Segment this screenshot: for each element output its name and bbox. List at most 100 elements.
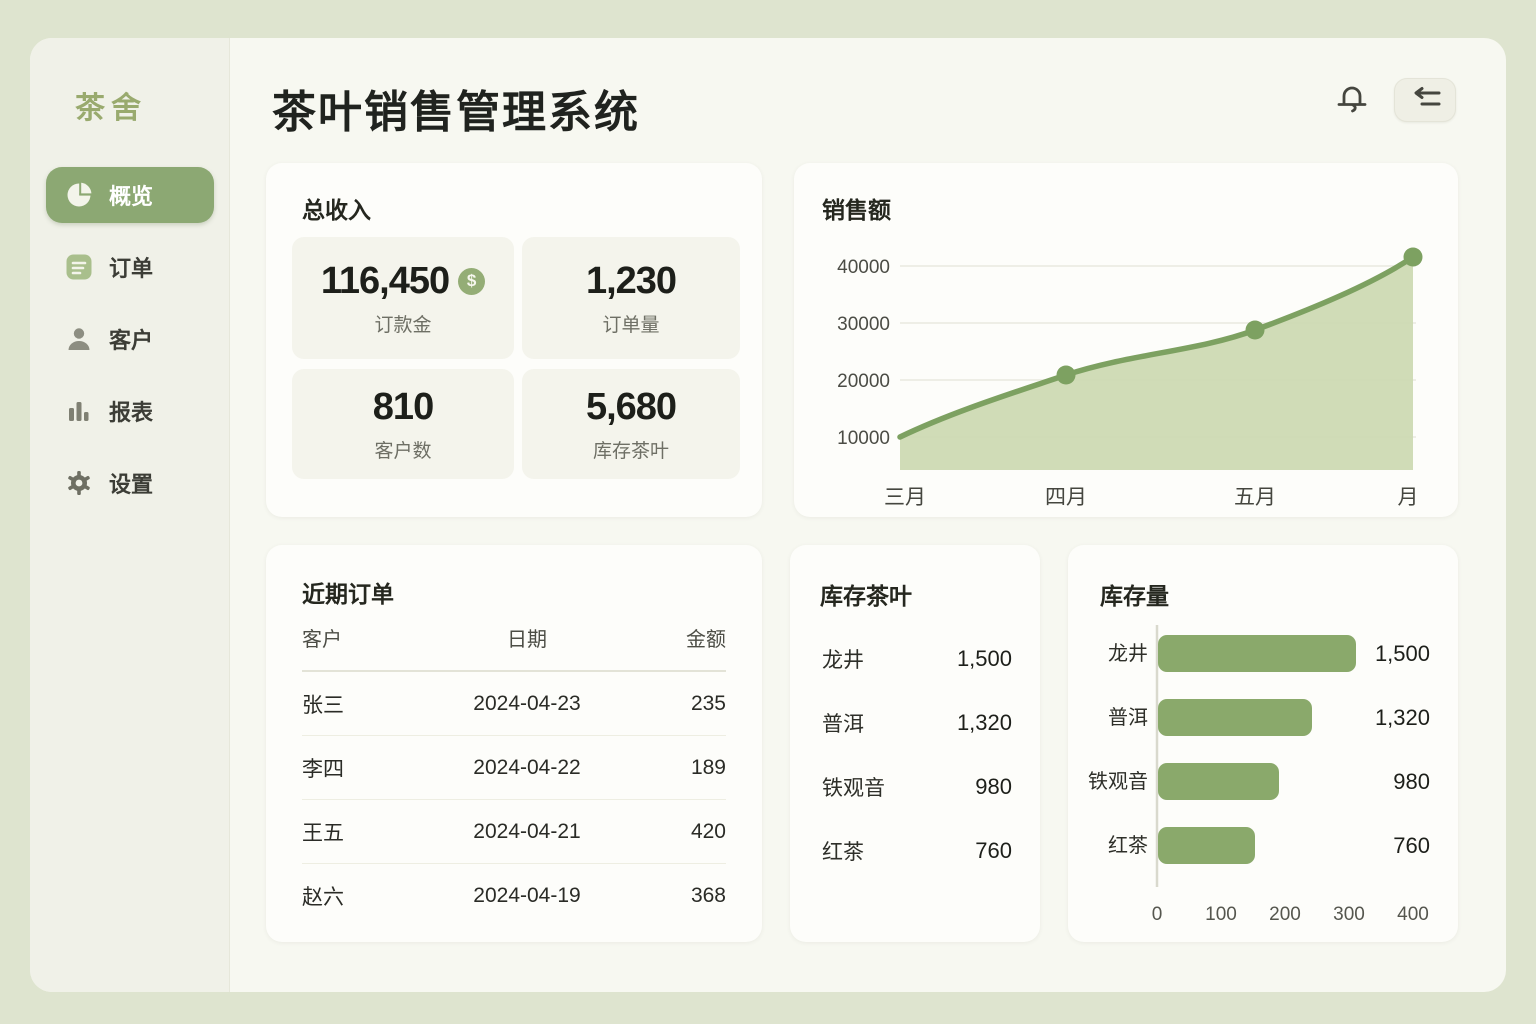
list-item: 红茶 760 — [790, 819, 1040, 883]
cell-date: 2024-04-21 — [473, 819, 581, 843]
x-tick: 0 — [1152, 904, 1163, 925]
tea-stock-value: 760 — [975, 838, 1012, 863]
stat-tile-revenue: 116,450 $ 订款金 — [292, 237, 514, 359]
tea-name: 红茶 — [822, 841, 864, 864]
cell-customer: 李四 — [302, 757, 344, 781]
col-amount: 金额 — [686, 629, 726, 651]
inventory-list: 龙井 1,500 普洱 1,320 铁观音 980 红茶 760 — [790, 627, 1040, 883]
cell-amount: 420 — [690, 819, 726, 843]
filter-lines-icon — [1405, 82, 1445, 119]
sidebar-item-overview[interactable]: 概览 — [46, 167, 214, 223]
cell-customer: 赵六 — [302, 886, 344, 909]
stat-number: 1,230 — [585, 259, 677, 302]
x-tick: 四月 — [1045, 486, 1087, 509]
col-customer: 客户 — [302, 629, 342, 651]
bar-label: 普洱 — [1108, 706, 1148, 729]
bar-value: 1,500 — [1375, 641, 1430, 666]
x-tick: 五月 — [1234, 486, 1276, 509]
list-item: 铁观音 980 — [790, 755, 1040, 819]
stat-value: 810 — [372, 385, 434, 429]
table-row: 张三 2024-04-23 235 — [302, 672, 726, 736]
cell-amount: 235 — [690, 691, 726, 715]
tea-stock-value: 1,500 — [956, 646, 1012, 671]
stock-chart-card: 库存量 龙井 普洱 铁观音 红茶 1,500 1,320 980 760 0 1… — [1068, 545, 1458, 942]
tea-name: 龙井 — [822, 649, 864, 672]
sidebar-item-orders[interactable]: 订单 — [46, 239, 214, 295]
x-tick: 月 — [1398, 486, 1419, 509]
bar-longjing — [1158, 635, 1356, 672]
bar-value: 980 — [1393, 769, 1430, 794]
cell-customer: 张三 — [302, 693, 344, 717]
stat-value: 5,680 — [586, 386, 677, 429]
cell-date: 2024-04-22 — [473, 755, 581, 779]
bar-tieguanyin — [1158, 763, 1279, 800]
person-icon — [64, 324, 94, 354]
sidebar-item-settings[interactable]: 设置 — [46, 455, 214, 511]
col-date: 日期 — [507, 629, 547, 651]
x-tick: 400 — [1397, 904, 1429, 925]
sidebar-item-label: 概览 — [109, 184, 154, 209]
tea-name: 普洱 — [822, 713, 864, 736]
table-row: 王五 2024-04-21 420 — [302, 800, 726, 864]
revenue-stats: 116,450 $ 订款金 1,230 订单量 810 客户数 5,680 — [292, 237, 740, 479]
bell-icon — [1332, 79, 1372, 126]
notifications-button[interactable] — [1330, 80, 1374, 124]
bar-puer — [1158, 699, 1312, 736]
cell-date: 2024-04-23 — [473, 691, 581, 715]
sidebar-item-reports[interactable]: 报表 — [46, 383, 214, 439]
cell-amount: 368 — [690, 884, 726, 907]
app-window: 茶舍 概览 — [30, 38, 1506, 992]
sidebar-nav: 概览 订单 — [46, 167, 214, 527]
data-point-may — [1245, 320, 1265, 340]
pie-chart-icon — [64, 180, 94, 210]
bar-label: 红茶 — [1108, 834, 1148, 857]
cell-date: 2024-04-19 — [473, 884, 581, 907]
sidebar-item-label: 客户 — [109, 328, 154, 353]
stat-label: 客户数 — [374, 440, 432, 462]
stock-chart-title: 库存量 — [1100, 583, 1169, 609]
orders-table-header: 客户 日期 金额 — [302, 623, 726, 672]
revenue-card: 总收入 116,450 $ 订款金 1,230 订单量 810 客户数 — [266, 163, 762, 517]
stat-tile-customers: 810 客户数 — [292, 369, 514, 479]
x-tick: 100 — [1205, 904, 1237, 925]
stat-number: 810 — [372, 385, 434, 428]
stat-label: 订款金 — [374, 314, 432, 336]
list-item: 普洱 1,320 — [790, 691, 1040, 755]
data-point-june — [1403, 247, 1423, 267]
table-row: 李四 2024-04-22 189 — [302, 736, 726, 800]
stat-label: 库存茶叶 — [592, 440, 669, 462]
sidebar-item-label: 设置 — [109, 472, 154, 497]
inventory-card: 库存茶叶 龙井 1,500 普洱 1,320 铁观音 980 红茶 760 — [790, 545, 1040, 942]
stat-tile-orders: 1,230 订单量 — [522, 237, 740, 359]
stock-bar-chart: 龙井 普洱 铁观音 红茶 1,500 1,320 980 760 0 100 2… — [1088, 625, 1430, 925]
stat-label: 订单量 — [602, 314, 660, 336]
filter-menu-button[interactable] — [1394, 78, 1456, 122]
revenue-card-title: 总收入 — [302, 197, 371, 223]
y-tick: 30000 — [837, 314, 890, 335]
sidebar-item-label: 报表 — [109, 400, 154, 425]
y-tick: 20000 — [837, 371, 890, 392]
x-tick: 200 — [1269, 904, 1301, 925]
tea-stock-value: 980 — [975, 774, 1012, 799]
x-tick: 三月 — [884, 486, 926, 509]
data-point-april — [1056, 365, 1076, 385]
cell-customer: 王五 — [302, 821, 344, 845]
bar-label: 铁观音 — [1088, 770, 1148, 793]
bar-label: 龙井 — [1108, 642, 1148, 665]
stat-value: 1,230 — [585, 259, 677, 303]
gear-icon — [64, 468, 94, 498]
orders-table: 客户 日期 金额 张三 2024-04-23 235 李四 2024-04-22… — [302, 623, 726, 928]
recent-orders-card: 近期订单 客户 日期 金额 张三 2024-04-23 235 李四 2024-… — [266, 545, 762, 942]
stat-value: 116,450 $ — [320, 259, 486, 303]
y-tick: 40000 — [837, 257, 890, 278]
list-item: 龙井 1,500 — [790, 627, 1040, 691]
sales-area-chart: 40000 30000 20000 10000 三月 四月 五月 月 — [837, 247, 1423, 509]
sidebar: 茶舍 概览 — [30, 38, 230, 992]
stat-number: 116,450 — [320, 259, 450, 302]
sidebar-item-customers[interactable]: 客户 — [46, 311, 214, 367]
y-tick: 10000 — [837, 428, 890, 449]
bar-value: 760 — [1393, 833, 1430, 858]
sales-chart-title: 销售额 — [822, 197, 891, 223]
sales-chart-card: 销售额 40000 30000 20000 10000 三月 四月 五月 月 — [794, 163, 1458, 517]
document-icon — [64, 252, 94, 282]
